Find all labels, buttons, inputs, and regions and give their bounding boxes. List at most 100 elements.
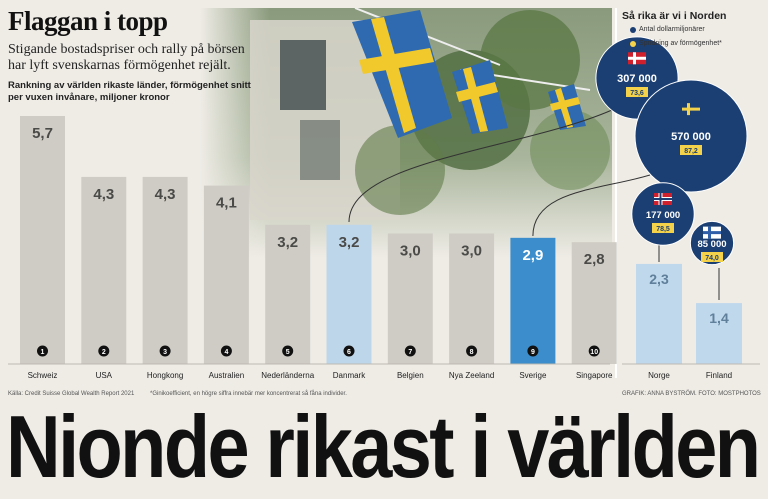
bar: [696, 303, 742, 364]
rank-badge: [466, 345, 478, 357]
nordic-circles: 307 000 73,6 570 000 87,2 177 000 78,5 85 000 7…: [595, 36, 748, 266]
rank-badge: [220, 345, 232, 357]
legend-dot-icon: [630, 27, 636, 33]
spread-badge: [701, 252, 723, 262]
legend-dot-icon: [630, 41, 636, 47]
rank-badge: [98, 345, 110, 357]
category-label: Singapore: [576, 371, 613, 380]
swedish-flag-photo-icon: [548, 84, 586, 130]
spread-label: 78,5: [656, 226, 670, 233]
category-label: Norge: [648, 371, 670, 380]
rank-badge: [404, 345, 416, 357]
bar-value-label: 3,2: [277, 234, 298, 251]
chart-title: Flaggan i topp: [8, 6, 168, 36]
millionaire-bubble: [631, 182, 695, 246]
millionaire-count-label: 307 000: [617, 73, 657, 85]
swedish-flag-icon: [682, 103, 700, 116]
bar: [636, 263, 682, 364]
bar-value-label: 4,3: [93, 186, 114, 203]
footnote: *Ginikoefficient, en högre siffra innebä…: [150, 391, 347, 397]
rank-number: 2: [102, 349, 106, 356]
spread-badge: [626, 87, 648, 97]
norwegian-flag-icon: [654, 193, 672, 206]
flag-cross: [682, 107, 700, 111]
background-photo: [200, 7, 612, 258]
category-label: USA: [96, 371, 113, 380]
bar-value-label: 3,0: [400, 242, 421, 259]
headline: Nionde rikast i världen: [6, 397, 761, 496]
flag-cross-inner: [654, 198, 672, 201]
rank-badge: [527, 345, 539, 357]
legend-spread: Spridning av förmögenhet*: [630, 40, 730, 48]
millionaire-count-label: 570 000: [671, 131, 711, 143]
bar: [265, 224, 311, 364]
chart-description: Rankning av världen rikaste länder, förm…: [8, 80, 251, 103]
bar: [571, 242, 617, 364]
bar-value-label: 2,8: [584, 251, 605, 268]
category-label: Nederländerna: [261, 371, 314, 380]
swedish-flag-photo-icon: [352, 10, 452, 138]
legend-millionaires: Antal dollarmiljonärer: [630, 26, 705, 34]
bar-value-label: 5,7: [32, 125, 53, 142]
rank-badge: [37, 345, 48, 357]
flag-cross: [628, 56, 646, 60]
rank-number: 6: [347, 349, 351, 356]
bar: [142, 176, 188, 364]
bar: [449, 233, 495, 364]
nordic-title: Så rika är vi i Norden: [622, 10, 727, 22]
spread-label: 73,6: [630, 90, 644, 97]
nordic-bars: 2,3 Norge 1,4 Finland: [636, 263, 742, 380]
bar-value-label: 1,4: [709, 310, 729, 326]
spread-label: 74,0: [705, 255, 719, 262]
millionaire-count-label: 85 000: [697, 239, 726, 250]
danish-flag-icon: [628, 52, 646, 65]
credit-note: GRAFIK: ANNA BYSTRÖM. FOTO: MOSTPHOTOS: [622, 391, 761, 397]
chart-subtitle: Stigande bostadspriser och rally på börs…: [8, 42, 245, 73]
millionaire-count-label: 177 000: [646, 210, 680, 221]
bar: [510, 237, 556, 364]
spread-label: 87,2: [684, 148, 698, 155]
legend-spread-label: Spridning av förmögenhet*: [639, 40, 722, 47]
category-label: Danmark: [333, 371, 366, 380]
bar-value-label: 3,0: [461, 242, 482, 259]
category-label: Australien: [209, 371, 245, 380]
millionaire-bubble: [634, 79, 748, 193]
rank-number: 9: [531, 349, 535, 356]
category-label: Schweiz: [28, 371, 58, 380]
bar: [81, 176, 127, 364]
rank-number: 4: [224, 349, 228, 356]
rank-badge: [343, 345, 355, 357]
connector-line: [532, 174, 651, 237]
bar-value-label: 4,1: [216, 195, 237, 212]
bar-value-label: 4,3: [155, 186, 176, 203]
category-label: Belgien: [397, 371, 424, 380]
source-note: Källa: Credit Suisse Global Wealth Repor…: [8, 391, 135, 397]
flag-cross: [703, 231, 721, 235]
category-label: Finland: [706, 371, 732, 380]
bar: [20, 116, 65, 364]
rank-number: 7: [408, 349, 412, 356]
category-label: Nya Zeeland: [449, 371, 494, 380]
bar: [203, 185, 249, 364]
legend-millionaires-label: Antal dollarmiljonärer: [639, 26, 705, 33]
category-label: Sverige: [519, 371, 547, 380]
bar: [387, 233, 433, 364]
rank-badge: [588, 345, 600, 357]
rank-badge: [159, 345, 171, 357]
bar-value-label: 2,9: [522, 247, 543, 264]
nordic-bubble-norge: 177 000 78,5: [631, 182, 695, 246]
nordic-bubble-finland: 85 000 74,0: [689, 220, 735, 266]
rank-number: 1: [41, 349, 45, 356]
rank-number: 5: [286, 349, 290, 356]
connector-line: [348, 109, 613, 223]
bar-value-label: 3,2: [339, 234, 360, 251]
swedish-flag-photo-icon: [452, 60, 508, 134]
spread-badge: [652, 223, 674, 233]
finnish-flag-icon: [703, 226, 721, 239]
spread-badge: [680, 145, 702, 155]
rank-number: 10: [590, 349, 598, 356]
rank-number: 3: [163, 349, 167, 356]
bar-value-label: 2,3: [649, 271, 669, 287]
